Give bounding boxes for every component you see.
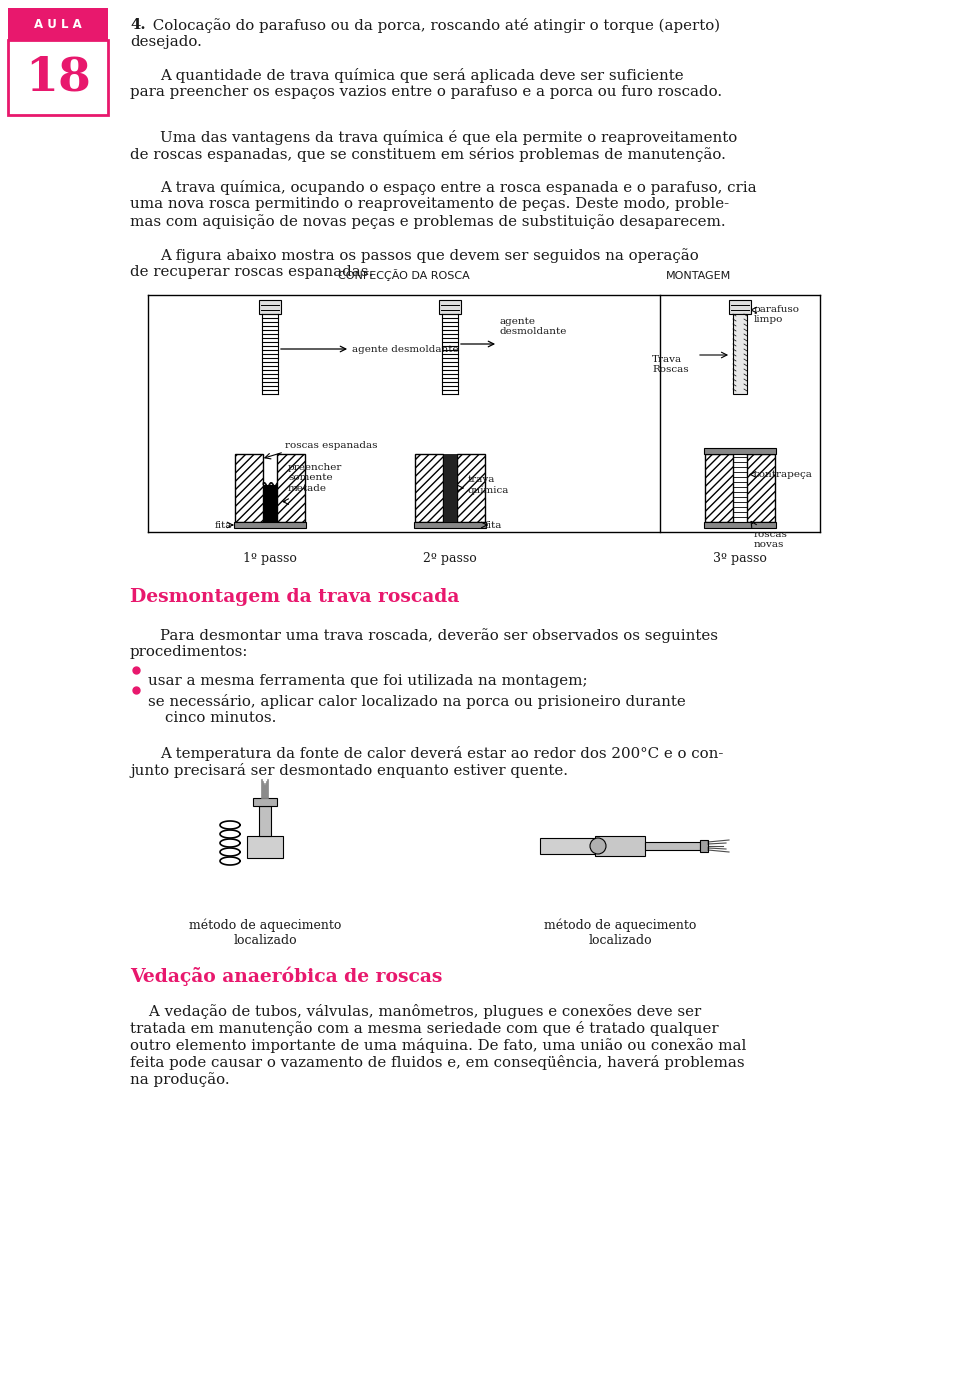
Text: preencher
somente
metade: preencher somente metade: [288, 463, 343, 493]
Circle shape: [590, 838, 606, 853]
Text: 2º passo: 2º passo: [423, 552, 477, 564]
Bar: [733, 314, 747, 393]
Text: Vedação anaeróbica de roscas: Vedação anaeróbica de roscas: [130, 966, 443, 986]
Bar: [235, 455, 263, 523]
Text: trava
química: trava química: [468, 474, 510, 495]
Text: de recuperar roscas espanadas.: de recuperar roscas espanadas.: [130, 265, 373, 279]
Text: agente desmoldante: agente desmoldante: [352, 345, 459, 353]
Bar: [595, 835, 645, 856]
Bar: [414, 523, 486, 528]
Text: Uma das vantagens da trava química é que ela permite o reaproveitamento: Uma das vantagens da trava química é que…: [160, 131, 737, 145]
Text: desejado.: desejado.: [130, 35, 202, 49]
Text: 1º passo: 1º passo: [243, 552, 297, 564]
Text: junto precisará ser desmontado enquanto estiver quente.: junto precisará ser desmontado enquanto …: [130, 763, 568, 778]
Bar: [747, 455, 775, 523]
Bar: [439, 300, 461, 314]
Text: usar a mesma ferramenta que foi utilizada na montagem;: usar a mesma ferramenta que foi utilizad…: [148, 674, 588, 688]
Text: parafuso
limpo: parafuso limpo: [754, 304, 800, 324]
Bar: [645, 842, 700, 851]
Text: 3º passo: 3º passo: [713, 552, 767, 564]
Bar: [457, 455, 485, 523]
Bar: [247, 835, 283, 858]
Text: tratada em manutenção com a mesma seriedade com que é tratado qualquer: tratada em manutenção com a mesma seried…: [130, 1022, 719, 1036]
Text: roscas espanadas: roscas espanadas: [285, 441, 377, 450]
Text: Colocação do parafuso ou da porca, roscando até atingir o torque (aperto): Colocação do parafuso ou da porca, rosca…: [148, 18, 720, 33]
Text: fita: fita: [215, 521, 232, 531]
Text: na produção.: na produção.: [130, 1072, 229, 1087]
Text: A quantidade de trava química que será aplicada deve ser suficiente: A quantidade de trava química que será a…: [160, 68, 684, 83]
Bar: [705, 455, 733, 523]
Text: 18: 18: [25, 54, 91, 100]
Text: Desmontagem da trava roscada: Desmontagem da trava roscada: [130, 588, 460, 606]
Bar: [8, 8, 108, 40]
Text: outro elemento importante de uma máquina. De fato, uma união ou conexão mal: outro elemento importante de uma máquina…: [130, 1038, 746, 1054]
Text: roscas
novas: roscas novas: [754, 530, 788, 549]
Text: A U L A: A U L A: [35, 18, 82, 31]
Text: agente
desmoldante: agente desmoldante: [500, 317, 567, 336]
Bar: [234, 523, 306, 528]
Bar: [700, 840, 708, 852]
Bar: [8, 40, 108, 115]
Bar: [443, 455, 457, 523]
Bar: [540, 838, 595, 853]
Text: 4.: 4.: [130, 18, 146, 32]
Text: Trava
Roscas: Trava Roscas: [652, 354, 688, 374]
Text: feita pode causar o vazamento de fluidos e, em conseqüência, haverá problemas: feita pode causar o vazamento de fluidos…: [130, 1055, 745, 1070]
Text: para preencher os espaços vazios entre o parafuso e a porca ou furo roscado.: para preencher os espaços vazios entre o…: [130, 85, 722, 99]
Bar: [729, 300, 751, 314]
Text: Para desmontar uma trava roscada, deverão ser observados os seguintes: Para desmontar uma trava roscada, deverã…: [160, 628, 718, 642]
Text: método de aquecimento
localizado: método de aquecimento localizado: [189, 917, 341, 948]
Text: A temperatura da fonte de calor deverá estar ao redor dos 200°C e o con-: A temperatura da fonte de calor deverá e…: [160, 746, 724, 760]
Bar: [259, 806, 271, 835]
Text: fita: fita: [485, 521, 502, 531]
Text: CONFECÇÃO DA ROSCA: CONFECÇÃO DA ROSCA: [338, 270, 469, 281]
Text: contrapeça: contrapeça: [754, 470, 813, 480]
Bar: [415, 455, 443, 523]
Bar: [704, 523, 776, 528]
Text: uma nova rosca permitindo o reaproveitamento de peças. Deste modo, proble-: uma nova rosca permitindo o reaproveitam…: [130, 197, 730, 211]
Text: MONTAGEM: MONTAGEM: [666, 271, 732, 281]
Bar: [263, 485, 277, 523]
Text: A vedação de tubos, válvulas, manômetros, plugues e conexões deve ser: A vedação de tubos, válvulas, manômetros…: [130, 1004, 701, 1019]
Text: cinco minutos.: cinco minutos.: [165, 712, 276, 726]
Text: procedimentos:: procedimentos:: [130, 645, 249, 659]
Text: A figura abaixo mostra os passos que devem ser seguidos na operação: A figura abaixo mostra os passos que dev…: [160, 247, 699, 263]
Bar: [277, 455, 305, 523]
Bar: [704, 448, 776, 455]
Text: se necessário, aplicar calor localizado na porca ou prisioneiro durante: se necessário, aplicar calor localizado …: [148, 694, 685, 709]
Text: mas com aquisição de novas peças e problemas de substituição desaparecem.: mas com aquisição de novas peças e probl…: [130, 214, 726, 229]
Bar: [253, 798, 277, 806]
Text: de roscas espanadas, que se constituem em sérios problemas de manutenção.: de roscas espanadas, que se constituem e…: [130, 147, 726, 163]
Bar: [259, 300, 281, 314]
Text: método de aquecimento
localizado: método de aquecimento localizado: [543, 917, 696, 948]
Text: A trava química, ocupando o espaço entre a rosca espanada e o parafuso, cria: A trava química, ocupando o espaço entre…: [160, 179, 756, 195]
